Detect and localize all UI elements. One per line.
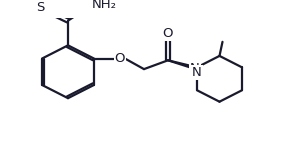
Text: O: O	[115, 52, 125, 65]
Text: O: O	[163, 27, 173, 40]
Text: N: N	[192, 66, 202, 79]
Text: NH₂: NH₂	[92, 0, 117, 11]
Text: S: S	[36, 1, 44, 14]
Text: N: N	[190, 62, 200, 75]
